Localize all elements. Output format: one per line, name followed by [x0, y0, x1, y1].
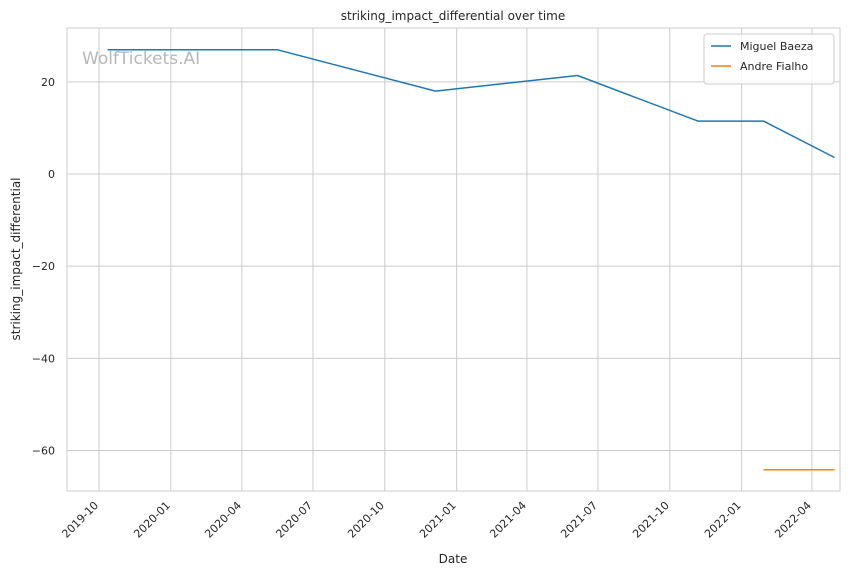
x-tick-label: 2022-01 [702, 499, 744, 541]
x-tick-label: 2021-07 [558, 499, 600, 541]
x-tick-label: 2020-04 [202, 499, 244, 541]
x-tick-label: 2020-07 [273, 499, 315, 541]
x-axis-ticks: 2019-10 2020-01 2020-04 2020-07 2020-10 2021-… [59, 499, 814, 541]
plot-area-frame [66, 27, 841, 492]
y-tick-label: −40 [32, 352, 55, 365]
x-tick-label: 2020-01 [131, 499, 173, 541]
series-lines [107, 48, 835, 471]
watermark-text: WolfTickets.AI [82, 49, 200, 69]
y-tick-label: 0 [48, 168, 55, 181]
legend-label: Andre Fialho [740, 60, 808, 73]
x-tick-label: 2022-04 [772, 499, 814, 541]
y-tick-label: −60 [32, 444, 55, 457]
y-tick-label: −20 [32, 260, 55, 273]
series-line-miguel-baeza [107, 48, 835, 159]
chart-title: striking_impact_differential over time [341, 9, 566, 23]
x-tick-label: 2020-10 [345, 499, 387, 541]
x-tick-label: 2021-10 [630, 499, 672, 541]
x-tick-label: 2021-01 [417, 499, 459, 541]
y-axis-label: striking_impact_differential [9, 177, 23, 340]
legend-box [703, 33, 835, 85]
y-tick-label: 20 [41, 76, 55, 89]
grid-lines [67, 28, 840, 491]
x-axis-label: Date [439, 552, 468, 566]
legend: Miguel Baeza Andre Fialho [703, 33, 835, 85]
x-tick-label: 2019-10 [59, 499, 101, 541]
y-axis-ticks: 20 0 −20 −40 −60 [32, 76, 55, 458]
x-tick-label: 2021-04 [487, 499, 529, 541]
legend-label: Miguel Baeza [740, 40, 813, 53]
